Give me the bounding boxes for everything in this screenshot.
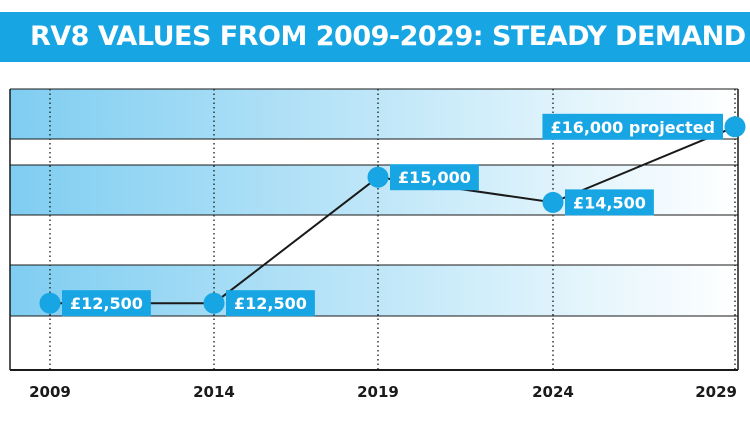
data-label-text: £15,000: [398, 168, 471, 187]
x-tick-label: 2009: [29, 383, 71, 401]
data-label-2009: £12,500: [62, 290, 151, 317]
x-tick-label: 2014: [193, 383, 235, 401]
x-tick-label: 2024: [532, 383, 574, 401]
data-label-text: £12,500: [70, 294, 143, 313]
data-label-text: £14,500: [573, 193, 646, 212]
data-label-box: [226, 290, 315, 317]
data-label-box: [542, 113, 723, 140]
x-tick-label: 2019: [357, 383, 399, 401]
data-point-2029: [724, 116, 746, 138]
data-label-2024: £14,500: [565, 189, 654, 216]
data-label-2029: £16,000 projected: [542, 113, 723, 140]
data-point-2019: [367, 166, 389, 188]
data-label-box: [565, 189, 654, 216]
data-point-2009: [39, 292, 61, 314]
data-point-2024: [542, 191, 564, 213]
data-label-box: [62, 290, 151, 317]
x-tick-label: 2029: [695, 383, 737, 401]
data-label-2014: £12,500: [226, 290, 315, 317]
chart-title: RV8 VALUES FROM 2009-2029: STEADY DEMAND: [0, 12, 750, 62]
data-label-box: [390, 164, 479, 191]
data-label-2019: £15,000: [390, 164, 479, 191]
data-label-text: £12,500: [234, 294, 307, 313]
data-label-text: £16,000 projected: [550, 118, 715, 137]
data-point-2014: [203, 292, 225, 314]
